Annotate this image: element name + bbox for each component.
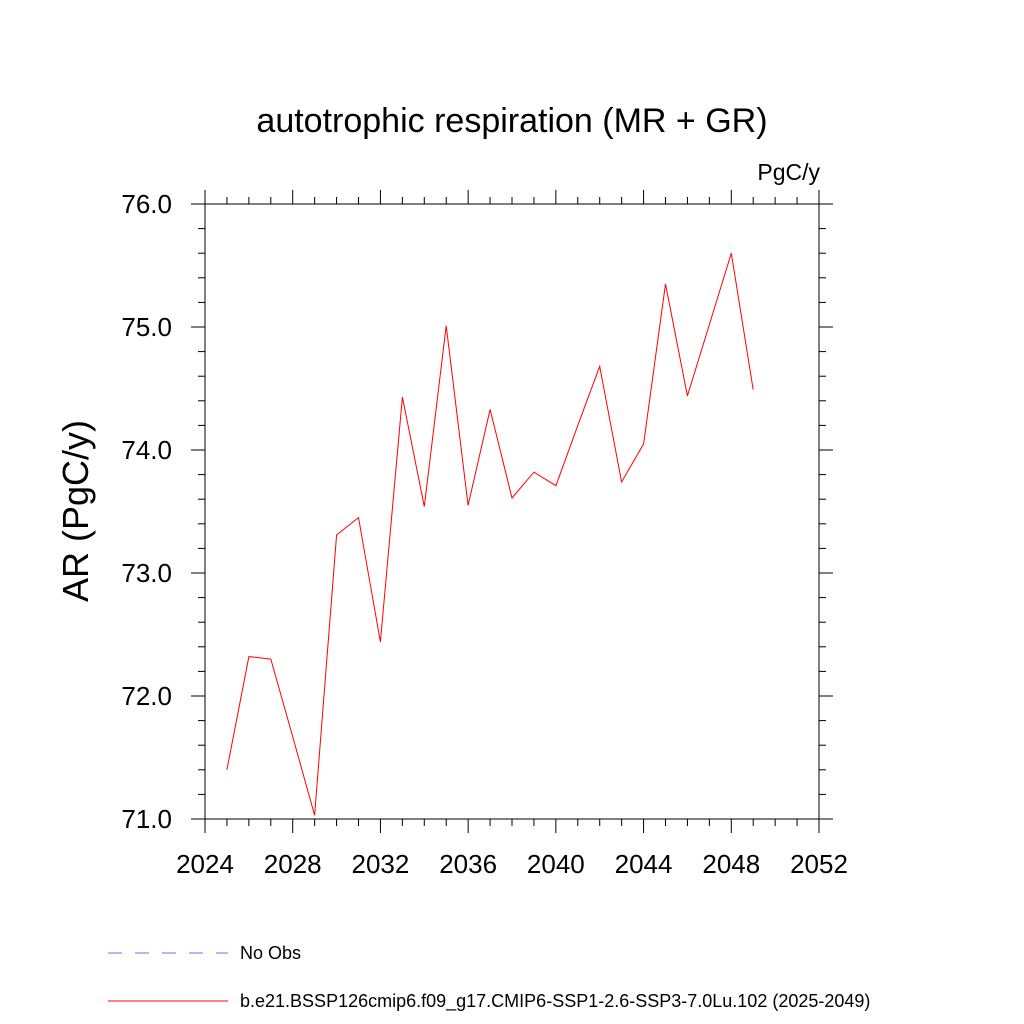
y-tick-label: 76.0: [121, 189, 172, 219]
x-tick-label: 2036: [439, 849, 497, 879]
y-tick-label: 75.0: [121, 312, 172, 342]
y-tick-label: 71.0: [121, 804, 172, 834]
x-tick-label: 2028: [264, 849, 322, 879]
x-tick-label: 2048: [702, 849, 760, 879]
y-tick-label: 74.0: [121, 435, 172, 465]
chart-title: autotrophic respiration (MR + GR): [256, 102, 767, 140]
x-tick-label: 2052: [790, 849, 848, 879]
axis-ticks: 2024 2028 2032 2036 2040 2044 2048 2052 71.0 72.0…: [121, 189, 848, 879]
plot-frame: [204, 203, 820, 820]
x-tick-label: 2044: [615, 849, 673, 879]
x-tick-label: 2032: [352, 849, 410, 879]
x-tick-label: 2024: [176, 849, 234, 879]
legend-label-no-obs: No Obs: [240, 943, 301, 963]
series-layer: [226, 253, 754, 816]
units-label: PgC/y: [757, 159, 820, 185]
y-axis-label: AR (PgC/y): [55, 420, 96, 602]
legend-label-model-run: b.e21.BSSP126cmip6.f09_g17.CMIP6-SSP1-2.…: [240, 991, 870, 1012]
legend: No Obs b.e21.BSSP126cmip6.f09_g17.CMIP6-…: [108, 943, 870, 1012]
series-line: [226, 253, 754, 816]
y-tick-label: 72.0: [121, 681, 172, 711]
y-tick-label: 73.0: [121, 558, 172, 588]
x-tick-label: 2040: [527, 849, 585, 879]
